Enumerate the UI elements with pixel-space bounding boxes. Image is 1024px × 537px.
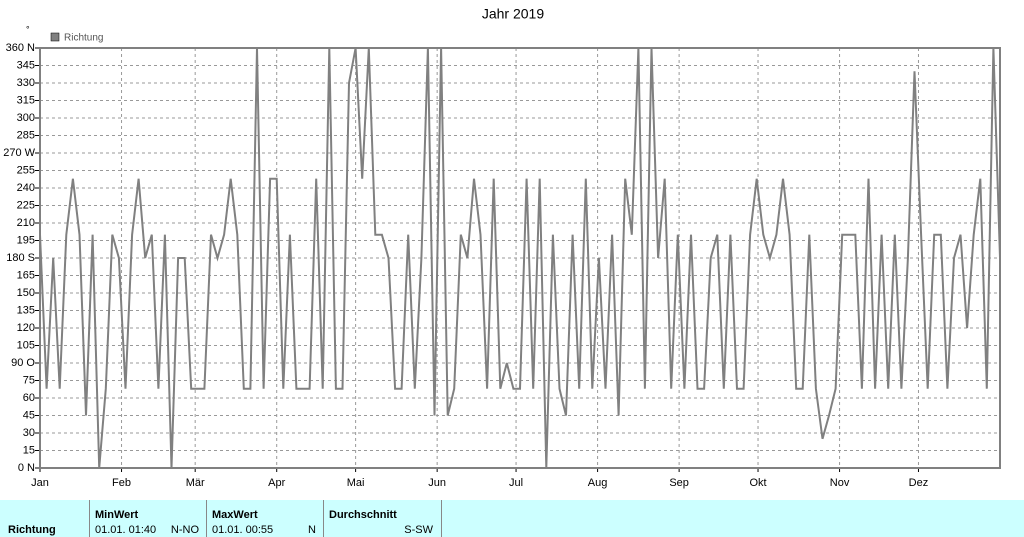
x-tick-label: Okt (749, 477, 766, 489)
plot-frame (39, 47, 1001, 469)
value: S-SW (404, 524, 433, 536)
max-column: MaxWert 01.01. 00:55 N (206, 500, 324, 537)
x-tick-label: Apr (268, 477, 285, 489)
header: MaxWert (212, 509, 258, 521)
y-tick-label: 240 (17, 182, 35, 194)
x-tick-label: Mai (347, 477, 365, 489)
y-tick-label: 210 (17, 217, 35, 229)
y-tick-label: 270 W (3, 147, 35, 159)
y-tick-label: 360 N (6, 42, 35, 54)
y-tick-label: 255 (17, 164, 35, 176)
y-tick-label: 45 (23, 409, 35, 421)
y-tick-label: 285 (17, 129, 35, 141)
x-tick-label: Jul (509, 477, 523, 489)
legend-label: Richtung (64, 33, 103, 44)
y-tick-label: 90 O (11, 357, 35, 369)
x-tick-label: Nov (830, 477, 850, 489)
avg-column: Durchschnitt S-SW (323, 500, 442, 537)
x-tick-label: Dez (909, 477, 929, 489)
header: MinWert (95, 509, 139, 521)
data-line (39, 47, 1001, 469)
legend-swatch (50, 32, 60, 42)
header: Durchschnitt (329, 509, 397, 521)
value: N-NO (170, 524, 199, 536)
y-tick-label: 0 N (18, 462, 35, 474)
chart: Jahr 2019 ° Richtung 0 N 15 30 45 60 75 90 O 10… (3, 6, 1001, 489)
time: 01.01. 01:40 (95, 524, 157, 536)
y-tick-label: 165 (17, 269, 35, 281)
y-tick-label: 300 (17, 112, 35, 124)
summary-table: Richtung MinWert 01.01. 01:40 N-NO MaxWe… (0, 500, 1024, 537)
y-tick-label: 105 (17, 339, 35, 351)
y-tick-label: 225 (17, 199, 35, 211)
chart-title: Jahr 2019 (482, 6, 544, 22)
time: 01.01. 00:55 (212, 524, 274, 536)
x-tick-label: Sep (669, 477, 689, 489)
y-tick-label: 120 (17, 322, 35, 334)
x-tick-label: Jan (31, 477, 49, 489)
y-tick-label: 60 (23, 392, 35, 404)
row-label: Richtung (8, 524, 56, 536)
x-tick-label: Feb (112, 477, 131, 489)
y-tick-label: 15 (23, 444, 35, 456)
x-tick-label: Aug (588, 477, 608, 489)
y-tick-label: 75 (23, 374, 35, 386)
y-tick-label: 30 (23, 427, 35, 439)
y-tick-label: 315 (17, 94, 35, 106)
x-tick-label: Mär (186, 477, 205, 489)
value: N (308, 524, 316, 536)
y-tick-label: 330 (17, 77, 35, 89)
y-tick-label: 345 (17, 59, 35, 71)
y-tick-label: 135 (17, 304, 35, 316)
y-tick-label: 195 (17, 234, 35, 246)
x-tick-label: Jun (428, 477, 446, 489)
y-tick-label: 180 S (6, 252, 35, 264)
y-tick-label: 150 (17, 287, 35, 299)
min-column: MinWert 01.01. 01:40 N-NO (89, 500, 207, 537)
unit-label: ° (26, 24, 30, 34)
